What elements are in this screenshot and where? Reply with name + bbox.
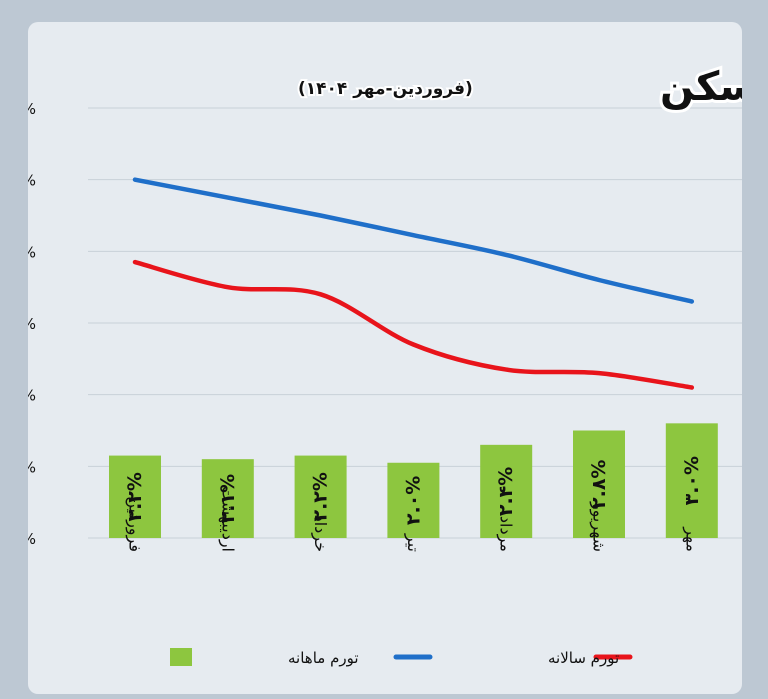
- x-tick-label: خرداد: [310, 515, 330, 552]
- y-tick-label: ۴۰%: [28, 172, 36, 190]
- x-tick-label: مهر: [681, 526, 701, 552]
- y-tick-label: ۳۰%: [28, 530, 36, 548]
- x-tick-label: اردیبهشت: [217, 486, 237, 552]
- chart-card: ۳۰%۳۲%۳۴%۳۶%۳۸%۴۰%۴۲% ۲.۲%۲.۱%۲.۲%۲.۰%۲.…: [28, 22, 742, 694]
- legend-label: تورم ماهانه: [288, 649, 359, 667]
- bar-data-label: ۲.۴%: [495, 467, 517, 516]
- x-tick-label: مرداد: [496, 516, 516, 552]
- chart-subtitle: (فروردین-مهر ۱۴۰۴): [298, 79, 473, 99]
- line-point-to-point-inflation: [132, 259, 695, 390]
- y-tick-label: ۳۶%: [28, 315, 36, 333]
- x-tick-label: فروردین: [125, 496, 145, 552]
- bar-data-label: ۲.۰%: [402, 476, 424, 525]
- bar-monthly-inflation: [573, 430, 625, 538]
- y-tick-label: ۳۲%: [28, 458, 36, 476]
- bar-data-label: ۲.۸%: [588, 460, 610, 509]
- bar-monthly-inflation: [294, 455, 347, 538]
- y-tick-label: ۳۸%: [28, 243, 36, 261]
- x-tick-label: تیر: [403, 533, 423, 552]
- legend-swatch: [170, 648, 192, 666]
- bar-data-label: ۲.۲%: [310, 472, 332, 521]
- bars-monthly-inflation: ۲.۲% ۲.۱% ۲.۲% ۲.۰% ۲.۴% ۲.۸% ۳.۰%: [109, 423, 718, 538]
- bar-monthly-inflation: [387, 462, 440, 538]
- bar-monthly-inflation: [665, 423, 718, 538]
- y-tick-label: ۴۲%: [28, 100, 36, 118]
- bar-data-label: ۲.۱%: [217, 474, 239, 523]
- bar-data-label: ۳.۰%: [681, 456, 703, 505]
- x-axis-ticks: فروردین اردیبهشت خرداد تیر مرداد شهریور مهر: [125, 486, 702, 552]
- housing-inflation-chart: ۳۰%۳۲%۳۴%۳۶%۳۸%۴۰%۴۲% ۲.۲%۲.۱%۲.۲%۲.۰%۲.…: [28, 58, 742, 667]
- grid-lines: [88, 107, 742, 539]
- x-tick-label: شهریور: [589, 501, 609, 552]
- bar-monthly-inflation: [109, 455, 161, 538]
- bar-data-label: ۲.۲%: [124, 472, 146, 521]
- line-annual-inflation: [132, 177, 695, 304]
- y-tick-label: ۳۴%: [28, 387, 36, 405]
- bar-monthly-inflation: [480, 444, 533, 538]
- line-series: [132, 177, 695, 390]
- y-axis-ticks: ۳۰% ۳۲% ۳۴% ۳۶% ۳۸% ۴۰% ۴۲%: [28, 100, 36, 548]
- bar-monthly-inflation: [201, 459, 254, 538]
- chart-title: آمار تورم مسکن: [660, 61, 742, 110]
- legend-label: تورم سالانه: [548, 649, 619, 667]
